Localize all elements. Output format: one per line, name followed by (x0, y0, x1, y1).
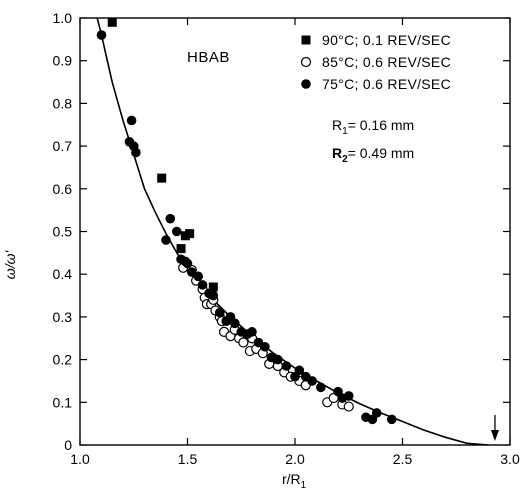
y-tick-label: 0.9 (53, 53, 73, 69)
boundary-arrow (490, 415, 499, 441)
data-point (176, 244, 186, 254)
data-point (208, 290, 219, 301)
data-point (126, 115, 137, 126)
x-tick-label: 1.0 (70, 451, 90, 467)
y-tick-label: 0.1 (53, 394, 73, 410)
annotation-r1-text: = 0.16 mm (348, 117, 415, 133)
data-point (165, 213, 176, 224)
data-point (182, 258, 193, 269)
y-tick-label: 0.5 (53, 224, 73, 240)
annotation-r1-prefix: R (332, 117, 342, 133)
y-axis-title: ω/ω' (2, 249, 18, 279)
legend-label: 90°C; 0.1 REV/SEC (322, 32, 451, 48)
data-point (197, 280, 208, 290)
data-point (131, 147, 141, 158)
data-point (371, 408, 382, 418)
data-point (161, 235, 171, 245)
x-tick-label: 3.0 (500, 451, 520, 467)
data-point (214, 307, 225, 318)
data-point (185, 229, 195, 239)
annotation-r2-sub: 2 (342, 154, 348, 165)
data-point (260, 341, 270, 352)
data-point (307, 376, 318, 386)
data-point (238, 337, 249, 348)
ticks: 1.0 1.5 2.0 2.5 3.0 0 0.1 0.2 0.3 0.4 0.5 0.6 0.7 0.8… (53, 10, 520, 467)
data-point (96, 30, 107, 40)
y-tick-label: 0.3 (53, 309, 73, 325)
x-tick-label: 1.5 (178, 451, 198, 467)
annotation-r2-text: = 0.49 mm (348, 145, 415, 161)
data-point (294, 365, 305, 376)
y-tick-label: 1.0 (53, 10, 73, 26)
annotation-r1-sub: 1 (342, 126, 348, 137)
y-tick-label: 0.4 (53, 266, 73, 282)
chart-title: HBAB (187, 49, 230, 66)
data-point (171, 226, 182, 237)
y-tick-label: 0.8 (53, 95, 73, 111)
data-point (343, 401, 354, 412)
annotation-r2-prefix: R (332, 145, 342, 161)
legend: 90°C; 0.1 REV/SEC 85°C; 0.6 REV/SEC 75°C; … (300, 32, 451, 92)
data-point (208, 282, 218, 292)
legend-marker (300, 56, 312, 68)
x-axis-title-main: r/R (282, 471, 301, 487)
data-point (247, 327, 257, 337)
points-layer (96, 17, 397, 425)
y-tick-label: 0.7 (53, 138, 73, 154)
legend-label: 85°C; 0.6 REV/SEC (322, 54, 451, 70)
data-point (230, 318, 240, 329)
legend-marker (301, 35, 311, 45)
data-point (193, 271, 204, 282)
legend-label: 75°C; 0.6 REV/SEC (322, 76, 451, 92)
data-point (386, 414, 397, 425)
data-point (107, 17, 117, 27)
y-tick-label: 0 (64, 437, 72, 453)
data-point (157, 173, 167, 183)
y-tick-label: 0.2 (53, 352, 73, 368)
svg-text:R2= 0.49 mm: R2= 0.49 mm (332, 145, 414, 165)
y-tick-label: 0.6 (53, 181, 73, 197)
data-point (273, 354, 283, 365)
svg-text:R1= 0.16 mm: R1= 0.16 mm (332, 117, 414, 137)
annotation-r1: R1= 0.16 mm (332, 117, 414, 137)
legend-marker (301, 79, 311, 89)
x-tick-label: 2.0 (285, 451, 305, 467)
data-point (343, 391, 354, 401)
x-axis-title: r/R1 (282, 471, 307, 489)
x-axis-title-sub: 1 (301, 480, 307, 489)
data-point (281, 361, 292, 371)
x-tick-label: 2.5 (393, 451, 413, 467)
annotation-r2: R2= 0.49 mm (332, 145, 414, 165)
boundary-arrow-head (490, 430, 499, 441)
data-point (316, 382, 326, 393)
